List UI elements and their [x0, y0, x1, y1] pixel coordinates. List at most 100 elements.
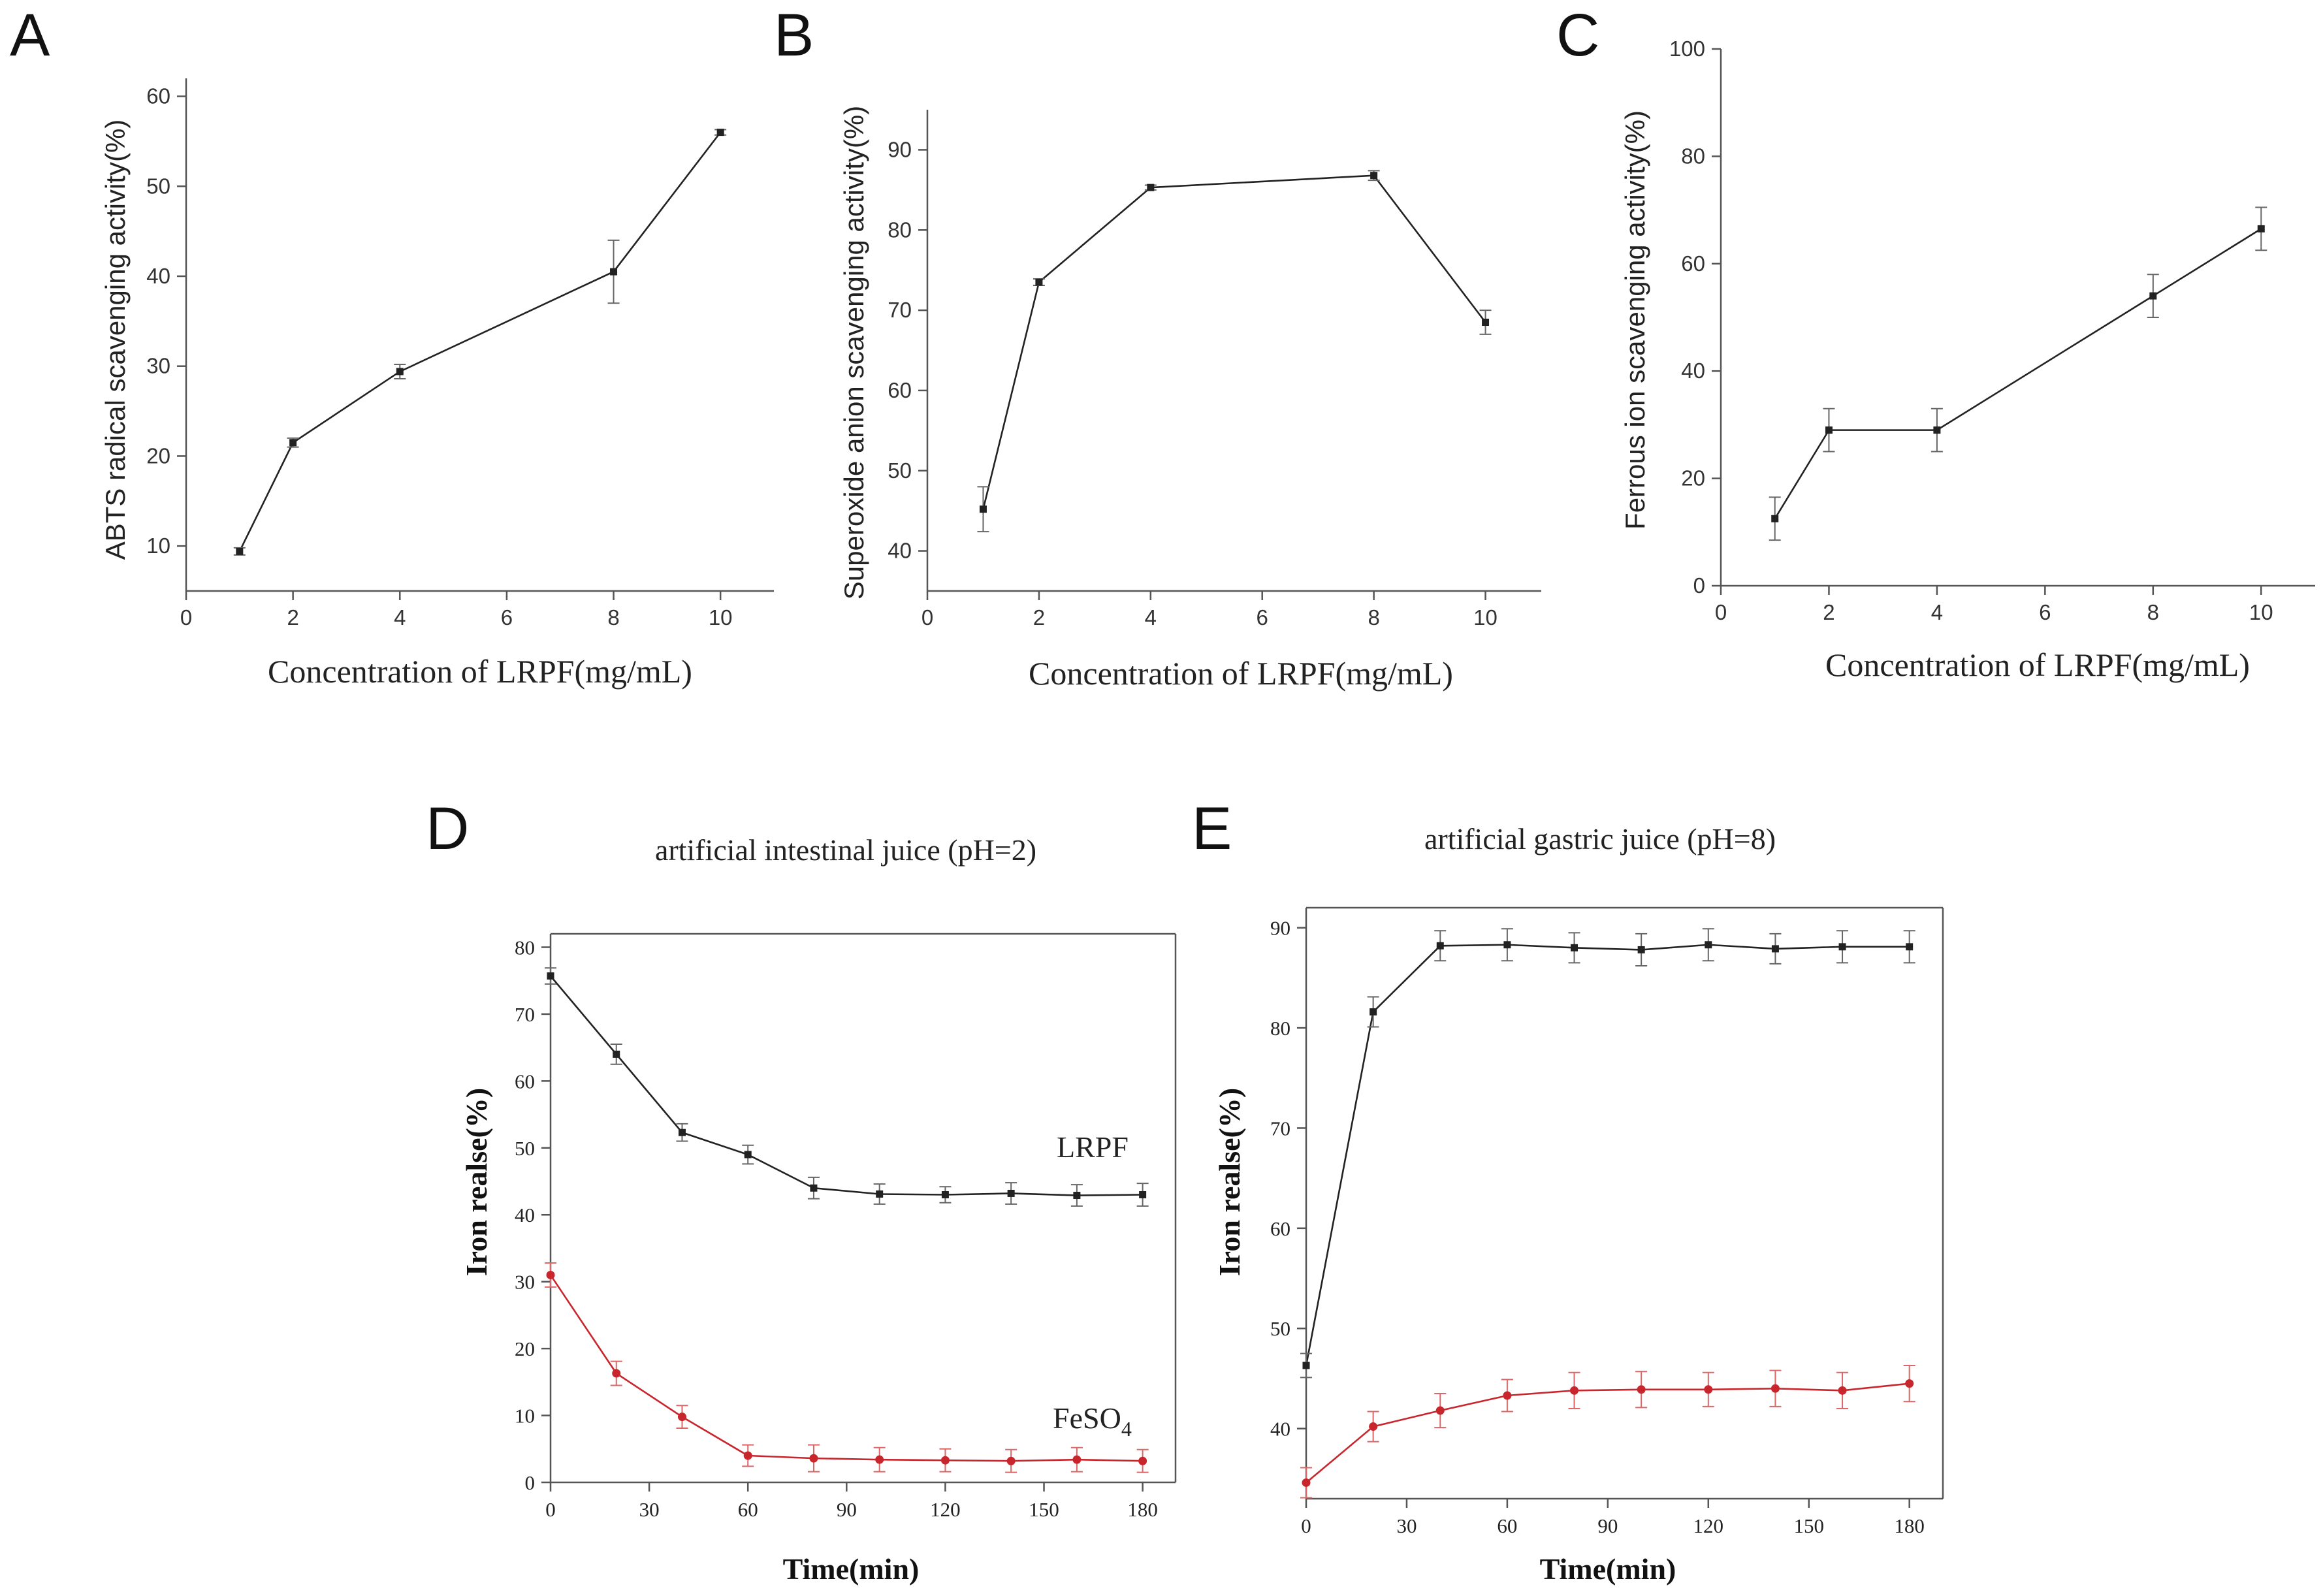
panel-e: E artificial gastric juice (pH=8) 0 30 60 9… [1192, 795, 1944, 1586]
chart-e-x-tick-label: 60 [1497, 1514, 1517, 1537]
chart-c-y-tick-label: 20 [1681, 466, 1705, 490]
chart-d-plot: 0 30 60 90 120 150 180 0 10 20 30 40 50 60 70 80 [515, 933, 1177, 1521]
chart-b-y-tick-label: 80 [888, 217, 912, 242]
chart-e-xlabel: Time(min) [1540, 1552, 1676, 1586]
chart-c-x-tick-label: 6 [2039, 600, 2051, 624]
panel-letter-e: E [1192, 795, 1232, 862]
chart-b-x-tick-label: 10 [1473, 605, 1498, 630]
chart-e-y-tick-label: 40 [1270, 1418, 1290, 1441]
chart-d-series-feso4-point [546, 1270, 555, 1279]
chart-b-ylabel: Superoxide anion scavenging activity(%) [839, 106, 869, 599]
chart-e-series-feso4-point [1770, 1384, 1780, 1393]
chart-d-x-tick-label: 60 [738, 1498, 758, 1521]
chart-a-plot: 0 2 4 6 8 10 10 20 30 40 50 60 [146, 78, 774, 630]
chart-e-x-tick-label: 180 [1894, 1514, 1925, 1537]
chart-b-x-tick-label: 2 [1033, 605, 1045, 630]
chart-d-series-feso4-point [940, 1456, 950, 1465]
chart-e-series-lrpf-point [1302, 1362, 1310, 1369]
chart-e-series-lrpf-point [1771, 945, 1779, 953]
chart-e-y-tick-label: 70 [1270, 1117, 1290, 1140]
chart-e-series-feso4-point [1503, 1391, 1512, 1400]
chart-d-series-feso4-point [743, 1451, 752, 1460]
chart-e-series-feso4-point [1838, 1386, 1847, 1395]
chart-c-y-tick-label: 60 [1681, 251, 1705, 276]
chart-d-series-lrpf-point [1139, 1191, 1147, 1199]
chart-e-series-feso4-point [1905, 1379, 1914, 1388]
chart-e-series-lrpf-point [1370, 1008, 1377, 1016]
chart-e-series-lrpf-point [1436, 942, 1444, 950]
chart-d-y-tick-label: 50 [515, 1137, 535, 1160]
chart-e-y-tick-label: 90 [1270, 917, 1290, 940]
chart-d-title: artificial intestinal juice (pH=2) [655, 833, 1036, 867]
chart-e-ylabel: Iron realse(%) [1213, 1088, 1246, 1276]
chart-d-series-lrpf-point [876, 1190, 884, 1198]
chart-b-y-tick-label: 40 [888, 539, 912, 563]
chart-a-series-lrpf-point [289, 439, 297, 447]
chart-a-y-tick-label: 50 [146, 174, 170, 198]
chart-c-series-lrpf-point [1771, 515, 1779, 522]
chart-a-x-tick-label: 10 [709, 605, 733, 630]
chart-d-series-lrpf-point [744, 1151, 752, 1158]
chart-d-series-lrpf-point [1073, 1192, 1081, 1200]
chart-e-series-lrpf-line [1305, 944, 1910, 1366]
chart-c-y-tick-label: 40 [1681, 359, 1705, 383]
chart-a-series-lrpf-point [396, 368, 404, 375]
panel-d: D artificial intestinal juice (pH=2) 0 30… [426, 795, 1177, 1586]
chart-d-series-lrpf-point [678, 1128, 686, 1136]
chart-e-series-lrpf-point [1705, 941, 1712, 949]
chart-b-x-tick-label: 6 [1257, 605, 1268, 630]
chart-a-series-lrpf-line [238, 131, 722, 552]
chart-a-x-tick-label: 8 [607, 605, 619, 630]
chart-a-series-lrpf-point [716, 129, 724, 136]
chart-b-y-tick-label: 60 [888, 378, 912, 402]
chart-d-x-tick-label: 150 [1029, 1498, 1059, 1521]
chart-d-y-tick-label: 70 [515, 1003, 535, 1026]
chart-e-x-tick-label: 0 [1301, 1514, 1311, 1537]
chart-a-y-tick-label: 30 [146, 354, 170, 378]
chart-d-y-tick-label: 40 [515, 1204, 535, 1226]
panel-letter-d: D [426, 795, 469, 862]
chart-c-y-tick-label: 80 [1681, 144, 1705, 168]
chart-d-feso4-annotation: FeSO4 [1053, 1401, 1132, 1441]
chart-e-plot: 0 30 60 90 120 150 180 40 50 60 70 80 90 [1270, 906, 1944, 1537]
chart-a-y-tick-label: 10 [146, 534, 170, 558]
chart-d-series-feso4-line [549, 1274, 1143, 1462]
chart-d-y-tick-label: 20 [515, 1337, 535, 1360]
chart-c-x-tick-label: 10 [2249, 600, 2273, 624]
chart-a-xlabel: Concentration of LRPF(mg/mL) [268, 653, 692, 690]
chart-a-series-lrpf-point [610, 268, 618, 276]
chart-b-y-tick-label: 50 [888, 458, 912, 483]
chart-e-series-feso4-point [1302, 1478, 1311, 1487]
chart-e-x-tick-label: 120 [1693, 1514, 1724, 1537]
chart-e-y-tick-label: 80 [1270, 1017, 1290, 1040]
chart-d-series-lrpf-point [810, 1184, 818, 1192]
chart-e-x-tick-label: 30 [1396, 1514, 1417, 1537]
chart-c-x-tick-label: 2 [1823, 600, 1834, 624]
chart-b-series-lrpf-point [1035, 278, 1043, 286]
chart-a-x-tick-label: 4 [394, 605, 406, 630]
chart-b-series-lrpf-point [1370, 172, 1378, 180]
chart-d-xlabel: Time(min) [783, 1552, 920, 1586]
chart-d-series-lrpf-line [550, 975, 1143, 1196]
chart-c-y-tick-label: 0 [1693, 573, 1705, 598]
chart-a-x-tick-label: 2 [287, 605, 298, 630]
chart-a-y-tick-label: 40 [146, 264, 170, 288]
chart-e-y-tick-label: 60 [1270, 1217, 1290, 1240]
feso4-main: FeSO [1053, 1401, 1121, 1435]
chart-e-series-lrpf-point [1838, 943, 1846, 951]
chart-e-series-lrpf-point [1503, 941, 1511, 949]
chart-e-series-feso4-point [1637, 1385, 1646, 1394]
chart-c-series-lrpf-line [1774, 228, 2262, 519]
chart-c-x-tick-label: 8 [2147, 600, 2159, 624]
chart-a-x-tick-label: 0 [180, 605, 192, 630]
chart-d-y-tick-label: 10 [515, 1405, 535, 1428]
chart-b-series-lrpf-point [979, 505, 987, 513]
chart-b-x-tick-label: 8 [1368, 605, 1379, 630]
chart-c-series-lrpf-point [1825, 426, 1833, 434]
panel-letter-a: A [10, 2, 50, 69]
chart-e-series-feso4-line [1306, 1382, 1910, 1484]
chart-c-series-lrpf-point [2149, 292, 2157, 300]
